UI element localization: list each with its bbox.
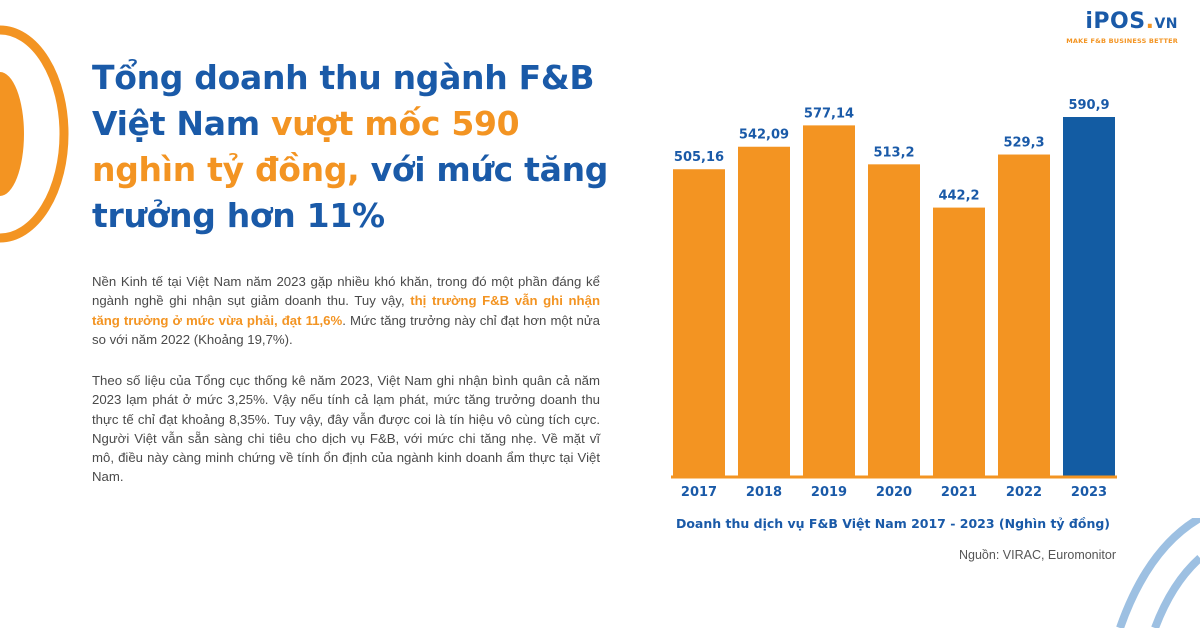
bar-2018 [738,146,790,478]
headline-highlight: vượt mốc 590 nghìn tỷ đồng, [92,104,520,189]
data-label: 442,2 [938,189,979,204]
data-label: 513,2 [873,145,914,160]
data-label: 529,3 [1003,136,1044,151]
x-tick-label: 2023 [1071,485,1107,500]
source-note: Nguồn: VIRAC, Euromonitor [958,548,1116,562]
ipos-logo: iPOS.VN MAKE F&B BUSINESS BETTER [1066,9,1178,46]
bar-2017 [673,169,725,477]
bar-2021 [933,207,985,478]
bar-2023 [1063,117,1115,477]
x-tick-label: 2021 [941,485,977,500]
chart-title: Doanh thu dịch vụ F&B Việt Nam 2017 - 20… [675,516,1111,531]
paragraph-intro: Nền Kinh tế tại Việt Nam năm 2023 gặp nh… [92,274,600,347]
data-label: 577,14 [804,106,854,121]
x-tick-label: 2018 [746,485,782,500]
x-tick-label: 2020 [876,485,912,500]
decorative-arc [0,25,69,243]
paragraph-highlight: thị trường F&B vẫn ghi nhận tăng trưởng … [92,293,600,328]
bar-2020 [868,164,920,477]
data-label: 590,9 [1068,98,1109,113]
headline: Tổng doanh thu ngành F&B Việt Nam vượt m… [92,58,609,235]
data-label: 505,16 [674,150,724,165]
logo-tagline: MAKE F&B BUSINESS BETTER [1066,37,1178,45]
bar-2019 [803,125,855,477]
x-tick-label: 2017 [681,485,717,500]
data-label: 542,09 [739,128,789,143]
x-tick-label: 2019 [811,485,847,500]
bar-2022 [998,154,1050,478]
x-tick-label: 2022 [1006,485,1042,500]
paragraph-inflation: Theo số liệu của Tổng cục thống kê năm 2… [92,373,600,485]
decorative-waves [1116,518,1200,628]
revenue-bar-chart: 505,16 2017 542,09 2018 577,14 2019 513,2 2020 4… [671,98,1117,500]
